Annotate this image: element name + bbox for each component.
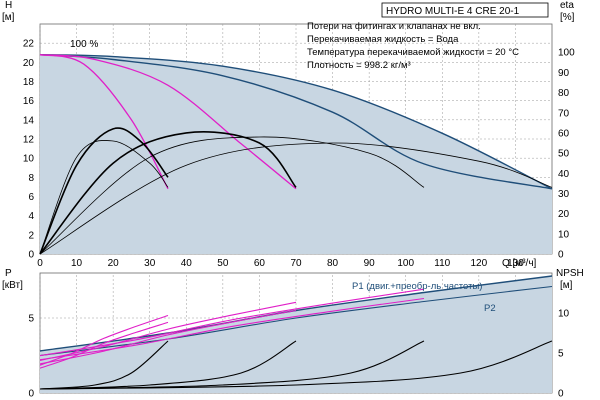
flow-axis-label: Q [м³/ч]	[502, 258, 537, 269]
legend-p1: P1 (двиг.+преобр-ль частоты)	[352, 281, 482, 292]
npsh-curve	[39, 340, 553, 390]
flow-tick-label: 130	[507, 258, 524, 269]
note-density: Плотность = 998.2 кг/м³	[307, 60, 411, 71]
head-envelope-curve	[39, 54, 553, 190]
flow-tick-label: 0	[37, 258, 43, 269]
head-y-ticks: 0 2 4 6 8 10 12 14 16 18 20 22	[23, 39, 35, 261]
eta-tick-label: 90	[558, 68, 570, 79]
head-tick-label: 0	[28, 250, 34, 261]
title-box	[381, 2, 549, 18]
efficiency-curve	[39, 140, 169, 255]
eta-tick-label: 60	[558, 128, 570, 139]
eta-axis-label: eta	[560, 0, 574, 11]
note-liquid: Перекачиваемая жидкость = Вода	[307, 34, 459, 45]
npsh-curve	[39, 340, 169, 390]
head-operating-area	[40, 54, 552, 254]
eta-tick-label: 100	[558, 48, 575, 59]
head-tick-label: 6	[28, 192, 34, 203]
eta-y-ticks: 0 10 20 30 40 50 60 70 80 90 100	[558, 48, 575, 261]
power-operating-area	[40, 276, 552, 393]
power-part-curve	[39, 297, 425, 361]
head-tick-label: 2	[28, 230, 34, 241]
power-part-curve	[39, 314, 169, 366]
efficiency-curve	[39, 131, 297, 255]
head-axis-unit: [м]	[2, 12, 15, 23]
best-efficiency-annotation: 100 %	[70, 39, 98, 50]
flow-tick-label: 90	[364, 258, 376, 269]
npsh-tick-label: 5	[558, 349, 564, 360]
power-axis-label: P	[5, 268, 12, 279]
npsh-curves	[39, 340, 553, 390]
flow-tick-label: 80	[327, 258, 339, 269]
eta-tick-label: 30	[558, 189, 570, 200]
efficiency-curves	[39, 127, 553, 255]
head-tick-label: 4	[28, 211, 34, 222]
eta-tick-label: 70	[558, 108, 570, 119]
flow-tick-label: 120	[471, 258, 488, 269]
head-curve	[39, 54, 169, 190]
head-tick-label: 12	[23, 135, 35, 146]
head-axis-label: H	[5, 0, 12, 11]
eta-axis-unit: [%]	[560, 12, 575, 23]
efficiency-curve	[39, 136, 425, 255]
efficiency-curve	[39, 142, 553, 255]
power-tick-label: 0	[28, 389, 34, 400]
efficiency-curve	[39, 127, 169, 255]
flow-tick-label: 70	[290, 258, 302, 269]
eta-tick-label: 10	[558, 229, 570, 240]
eta-tick-label: 40	[558, 169, 570, 180]
head-tick-label: 10	[23, 154, 35, 165]
power-y-ticks: 05	[28, 314, 34, 400]
power-curves	[39, 275, 553, 369]
npsh-axis-label: NPSH	[556, 268, 584, 279]
head-panel: 0 2 4 6 8 10 12 14 16 18 20 22 0 10 20 30 40 50 60 70 80 90 1…	[2, 0, 575, 269]
eta-tick-label: 80	[558, 88, 570, 99]
flow-tick-label: 20	[108, 258, 120, 269]
power-axis-unit: [кВт]	[2, 280, 23, 291]
eta-tick-label: 20	[558, 209, 570, 220]
flow-tick-label: 10	[71, 258, 83, 269]
npsh-tick-label: 0	[558, 389, 564, 400]
chart-title: HYDRO MULTI-E 4 CRE 20-1	[386, 6, 520, 17]
flow-tick-label: 100	[397, 258, 414, 269]
power-p2-curve	[39, 285, 553, 357]
note-fittings: Потери на фитингах и клапанах не вкл.	[307, 21, 481, 32]
flow-tick-label: 60	[254, 258, 266, 269]
power-part-curve	[39, 321, 169, 369]
npsh-y-ticks: 0 5 10	[558, 309, 570, 400]
power-part-curve	[39, 288, 425, 357]
flow-tick-label: 50	[217, 258, 229, 269]
head-tick-label: 22	[23, 39, 35, 50]
eta-tick-label: 50	[558, 149, 570, 160]
legend-p2: P2	[484, 303, 496, 314]
head-tick-label: 20	[23, 58, 35, 69]
head-tick-label: 8	[28, 173, 34, 184]
flow-tick-label: 30	[144, 258, 156, 269]
npsh-axis-unit: [м]	[560, 280, 573, 291]
head-envelope-curve	[39, 54, 553, 190]
flow-x-ticks: 0 10 20 30 40 50 60 70 80 90 100 110 120 130	[37, 258, 524, 269]
head-curve	[39, 54, 297, 190]
flow-tick-label: 40	[181, 258, 193, 269]
power-tick-label: 5	[28, 314, 34, 325]
head-curves	[39, 54, 553, 190]
flow-tick-label: 110	[434, 258, 450, 269]
head-tick-label: 14	[23, 115, 35, 126]
npsh-tick-label: 10	[558, 309, 570, 320]
eta-tick-label: 0	[558, 250, 564, 261]
power-part-curve	[39, 301, 297, 361]
power-part-curve	[39, 309, 297, 365]
head-tick-label: 16	[23, 96, 35, 107]
note-temperature: Температура перекачиваемой жидкости = 20…	[307, 47, 519, 58]
head-tick-label: 18	[23, 77, 35, 88]
